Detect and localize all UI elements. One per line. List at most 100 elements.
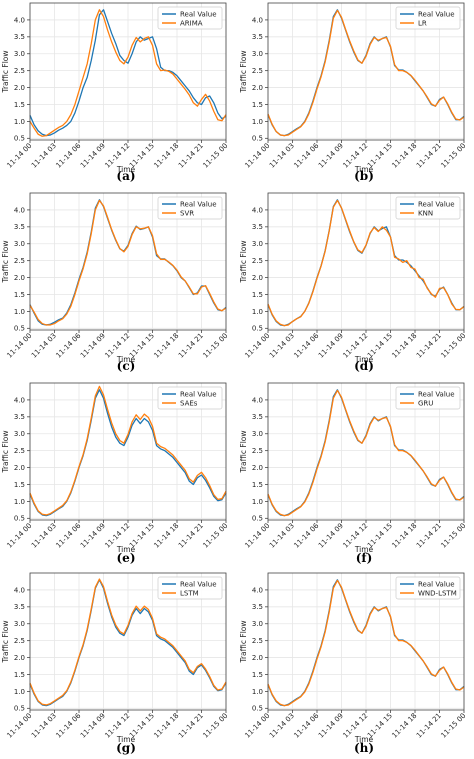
x-tick-label: 11-14 18 (390, 712, 418, 740)
y-tick-label: 3.0 (252, 620, 263, 628)
x-tick-label: 11-14 00 (5, 522, 33, 550)
y-tick-label: 2.0 (252, 274, 263, 282)
legend-label: Real Value (180, 11, 217, 19)
y-axis-title: Traffic Flow (239, 620, 248, 663)
x-tick-label: 11-14 06 (292, 141, 320, 169)
y-tick-label: 3.5 (14, 413, 25, 421)
x-tick-label: 11-14 18 (152, 712, 180, 740)
y-tick-label: 4.0 (252, 586, 263, 594)
x-axis-title: Time (354, 165, 374, 174)
x-tick-label: 11-15 00 (201, 522, 229, 550)
y-axis-title: Traffic Flow (1, 240, 10, 283)
x-tick-label: 11-15 00 (201, 712, 229, 740)
panel-label: (c) (117, 359, 136, 373)
panel-label: (d) (354, 359, 374, 373)
y-tick-label: 4.0 (252, 16, 263, 24)
y-tick-label: 1.0 (252, 688, 263, 696)
y-tick-label: 2.0 (14, 464, 25, 472)
series-line-knn (267, 199, 465, 327)
x-tick-label: 11-14 18 (152, 142, 180, 170)
y-tick-label: 3.0 (14, 430, 25, 438)
series-line-lr (267, 9, 465, 137)
y-tick-label: 2.0 (252, 654, 263, 662)
legend-label: LSTM (180, 590, 199, 598)
y-tick-label: 2.5 (252, 447, 263, 455)
series-line-real-value (29, 389, 227, 517)
x-axis-title: Time (116, 355, 136, 364)
x-axis-title: Time (116, 545, 136, 554)
x-tick-label: 11-15 00 (439, 712, 467, 740)
x-tick-label: 11-15 00 (439, 332, 467, 360)
x-tick-label: 11-14 00 (5, 332, 33, 360)
x-tick-label: 11-15 00 (439, 142, 467, 170)
x-tick-label: 11-14 06 (54, 711, 82, 739)
y-tick-label: 1.0 (14, 688, 25, 696)
x-tick-label: 11-14 06 (292, 521, 320, 549)
y-tick-label: 1.5 (14, 291, 25, 299)
series-line-lstm (29, 578, 227, 706)
x-tick-label: 11-15 00 (201, 142, 229, 170)
y-tick-label: 3.0 (14, 620, 25, 628)
y-tick-label: 4.0 (14, 206, 25, 214)
y-tick-label: 1.5 (252, 291, 263, 299)
x-axis-title: Time (354, 545, 374, 554)
x-tick-label: 11-14 18 (152, 332, 180, 360)
x-tick-label: 11-14 21 (177, 332, 205, 360)
legend-label: Real Value (180, 581, 217, 589)
y-tick-label: 0.5 (252, 135, 263, 143)
legend-label: Real Value (418, 11, 455, 19)
legend-label: Real Value (180, 391, 217, 399)
x-tick-label: 11-14 21 (177, 142, 205, 170)
y-tick-label: 1.5 (14, 671, 25, 679)
legend-label: SAEs (180, 400, 198, 408)
legend-label: SVR (180, 210, 194, 218)
series-line-real-value (29, 579, 227, 707)
y-tick-label: 1.5 (252, 481, 263, 489)
series-line-real-value (29, 9, 227, 137)
y-axis-title: Traffic Flow (1, 620, 10, 663)
y-axis-title: Traffic Flow (1, 430, 10, 473)
y-tick-label: 0.5 (14, 515, 25, 523)
x-tick-label: 11-14 00 (243, 522, 271, 550)
x-tick-label: 11-14 18 (152, 522, 180, 550)
y-tick-label: 2.5 (252, 257, 263, 265)
y-tick-label: 1.5 (14, 101, 25, 109)
x-tick-label: 11-14 00 (5, 712, 33, 740)
x-tick-label: 11-14 21 (415, 522, 443, 550)
y-axis-title: Traffic Flow (239, 50, 248, 93)
x-tick-label: 11-14 03 (268, 332, 296, 360)
y-tick-label: 1.0 (252, 118, 263, 126)
y-tick-label: 3.0 (252, 240, 263, 248)
x-tick-label: 11-14 21 (177, 712, 205, 740)
series-line-gru (267, 389, 465, 517)
y-tick-label: 1.0 (14, 498, 25, 506)
x-tick-label: 11-14 09 (317, 332, 345, 360)
series-line-svr (29, 199, 227, 326)
y-tick-label: 1.5 (252, 101, 263, 109)
y-tick-label: 3.5 (14, 603, 25, 611)
x-tick-label: 11-14 03 (30, 332, 58, 360)
y-tick-label: 2.5 (252, 67, 263, 75)
panel-label: (b) (354, 169, 374, 183)
x-tick-label: 11-14 06 (54, 141, 82, 169)
x-tick-label: 11-15 00 (201, 332, 229, 360)
y-tick-label: 4.0 (14, 586, 25, 594)
y-tick-label: 1.0 (252, 308, 263, 316)
y-tick-label: 3.0 (252, 430, 263, 438)
y-tick-label: 1.0 (14, 118, 25, 126)
x-tick-label: 11-14 21 (415, 142, 443, 170)
x-tick-label: 11-14 18 (390, 142, 418, 170)
y-tick-label: 2.0 (252, 464, 263, 472)
y-tick-label: 2.0 (252, 84, 263, 92)
legend-label: WND-LSTM (418, 590, 457, 598)
y-tick-label: 2.5 (14, 67, 25, 75)
legend-label: GRU (418, 400, 433, 408)
x-tick-label: 11-14 03 (268, 522, 296, 550)
y-tick-label: 1.0 (14, 308, 25, 316)
y-tick-label: 2.5 (14, 257, 25, 265)
x-tick-label: 11-14 06 (54, 521, 82, 549)
x-tick-label: 11-14 09 (317, 712, 345, 740)
